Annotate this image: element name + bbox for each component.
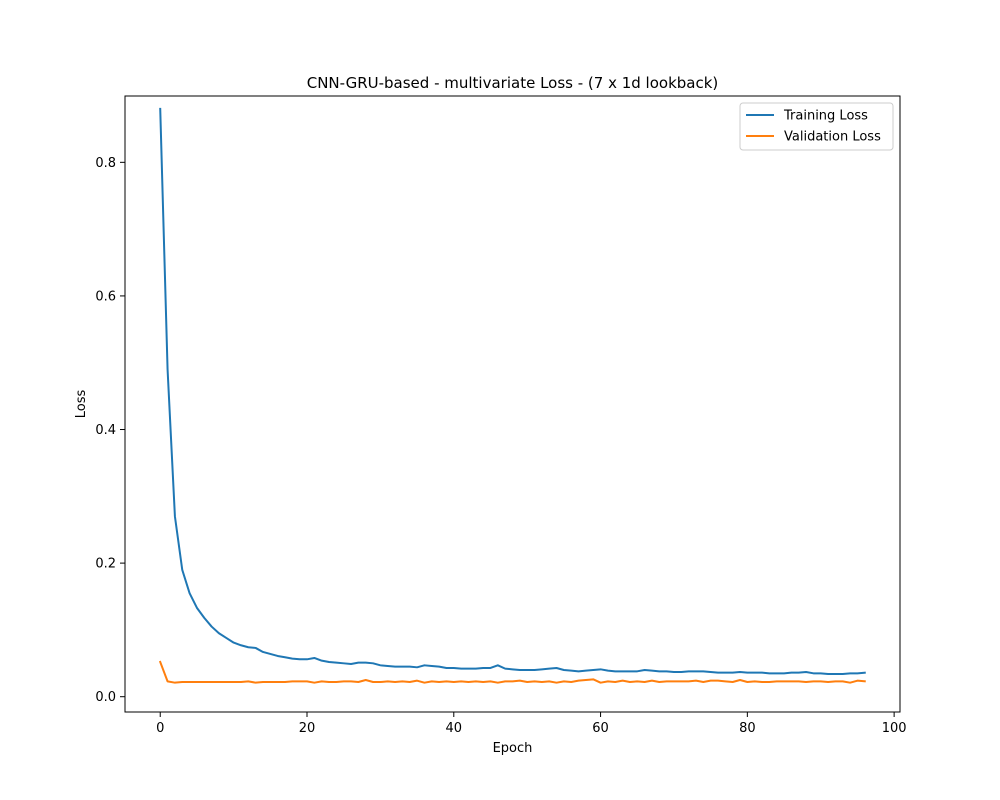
x-tick-label: 40 [446,721,463,736]
legend-label-training-loss: Training Loss [783,109,868,124]
x-tick-label: 60 [592,721,609,736]
x-tick-label: 80 [739,721,756,736]
y-tick-label: 0.8 [95,156,116,171]
x-tick-label: 0 [156,721,164,736]
y-tick-label: 0.0 [95,690,116,705]
legend-label-validation-loss: Validation Loss [784,130,881,145]
y-axis-label: Loss [74,390,89,419]
legend: Training Loss Validation Loss [739,102,894,151]
series-line-training-loss [159,107,866,675]
plot-area-frame [124,95,901,713]
y-tick-label: 0.6 [95,289,116,304]
series-line-validation-loss [158,660,866,684]
x-axis-label: Epoch [493,741,533,756]
x-axis: 0 20 40 60 80 100 [156,712,907,736]
y-tick-label: 0.2 [95,557,116,572]
y-axis: 0.0 0.2 0.4 0.6 0.8 [95,156,125,705]
x-tick-label: 20 [299,721,316,736]
x-tick-label: 100 [882,721,907,736]
y-tick-label: 0.4 [95,423,116,438]
chart-title: CNN-GRU-based - multivariate Loss - (7 x… [307,74,719,92]
series-layer [158,107,866,684]
legend-box [739,102,894,151]
